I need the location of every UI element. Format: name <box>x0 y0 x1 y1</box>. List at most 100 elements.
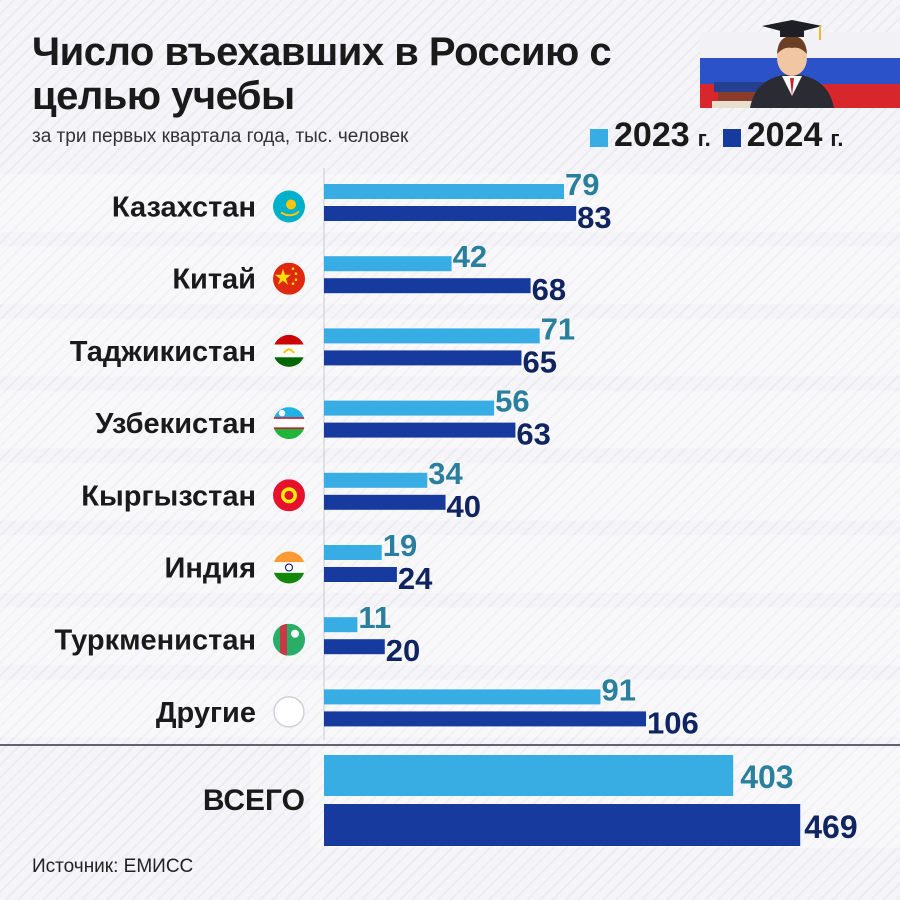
legend-label-2023: 2023 <box>614 116 690 154</box>
category-label-0: Казахстан <box>112 192 256 224</box>
flag-line-top <box>273 417 305 419</box>
category-label-5: Индия <box>164 553 256 585</box>
flag-small-star-2 <box>294 278 298 282</box>
flag-line-bottom <box>273 427 305 429</box>
value-label-2024-4: 40 <box>447 489 481 524</box>
total-label: ВСЕГО <box>203 784 305 817</box>
source-note: Источник: ЕМИСС <box>32 856 194 877</box>
legend-item-2023: 2023 г. <box>590 116 711 155</box>
legend-suffix-2024: г. <box>830 126 844 151</box>
category-label-6: Туркменистан <box>55 625 257 657</box>
india-flag-icon <box>273 551 305 584</box>
value-label-2023-5: 19 <box>383 528 417 563</box>
row-band-3 <box>0 390 900 449</box>
legend-swatch-2023 <box>590 129 608 147</box>
value-label-2023-7: 91 <box>601 672 635 707</box>
bar-2024-2 <box>324 350 522 366</box>
bar-2024-6 <box>324 639 385 655</box>
value-label-2024-3: 63 <box>516 417 550 452</box>
bar-2024-5 <box>324 567 397 582</box>
category-label-3: Узбекистан <box>95 408 256 440</box>
bar-2023-0 <box>324 184 565 199</box>
total-value-2023: 403 <box>740 759 793 795</box>
flag-moon <box>278 409 286 417</box>
title-block: Число въехавших в Россию с целью учебы <box>32 30 652 118</box>
total-bar-2024 <box>324 804 801 846</box>
bar-2024-1 <box>324 278 531 294</box>
flag-body-2 <box>273 334 305 367</box>
flag-field <box>273 262 305 295</box>
total-bar-2023 <box>324 755 734 796</box>
category-label-7: Другие <box>156 697 256 729</box>
flag-empty <box>273 696 305 728</box>
flag-body-6 <box>273 623 305 656</box>
bar-2024-4 <box>324 494 446 510</box>
flag-stripe-white <box>273 344 305 358</box>
value-label-2023-0: 79 <box>565 167 599 202</box>
flag-stripe-green <box>273 427 305 440</box>
flag-body-0 <box>273 190 305 223</box>
row-band-7 <box>0 679 900 738</box>
bar-2023-6 <box>324 617 358 633</box>
value-label-2024-2: 65 <box>522 344 556 379</box>
flag-small-star-1 <box>294 272 298 276</box>
value-label-2024-0: 83 <box>577 200 611 235</box>
value-label-2023-1: 42 <box>453 239 487 274</box>
bar-2023-7 <box>324 689 601 705</box>
flag-stripe-green <box>273 357 305 367</box>
value-label-2023-2: 71 <box>541 311 575 346</box>
flag-sun <box>286 199 296 210</box>
bar-2023-2 <box>324 328 540 344</box>
chart-subtitle: за три первых квартала года, тыс. челове… <box>32 126 409 147</box>
bar-2023-4 <box>324 472 428 488</box>
graduate-illustration-icon <box>700 20 900 108</box>
value-label-2023-3: 56 <box>495 384 529 419</box>
flag-carpet-stripe <box>280 623 287 656</box>
flag-sun-inner <box>284 490 294 500</box>
value-label-2023-6: 11 <box>358 600 391 635</box>
legend-item-2024: 2024 г. <box>722 116 844 155</box>
legend-label-2024: 2024 <box>746 116 823 154</box>
row-band-1 <box>0 246 900 305</box>
bar-2024-0 <box>324 206 577 221</box>
flag-stripe-red <box>273 334 305 345</box>
value-label-2024-1: 68 <box>532 272 566 307</box>
flag-body-5 <box>273 551 305 584</box>
tajikistan-flag-icon <box>273 334 305 367</box>
flag-stripe-saffron <box>273 551 305 563</box>
bar-2023-1 <box>324 256 452 272</box>
flag-body-1 <box>273 262 305 295</box>
flag-body-3 <box>273 407 305 440</box>
category-label-4: Кыргызстан <box>81 480 256 512</box>
flag-eagle <box>280 210 300 217</box>
row-band-0 <box>0 174 900 232</box>
row-band-6 <box>0 607 900 666</box>
flag-field <box>273 623 305 656</box>
row-band-5 <box>0 535 900 593</box>
flag-body-7 <box>273 696 305 728</box>
flag-stripe-green <box>273 572 305 584</box>
legend: 2023 г. 2024 г. <box>590 116 843 155</box>
category-label-2: Таджикистан <box>70 336 256 368</box>
chart-title: Число въехавших в Россию с целью учебы <box>32 30 612 118</box>
bar-2024-3 <box>324 422 516 438</box>
row-band-4 <box>0 462 900 521</box>
bar-2024-7 <box>324 711 647 727</box>
total-value-2024: 469 <box>804 809 857 845</box>
value-label-2024-7: 106 <box>647 705 699 740</box>
value-label-2023-4: 34 <box>428 456 463 491</box>
flag-stripe-white <box>273 418 305 428</box>
flag-moon <box>291 629 299 638</box>
flag-stripe-blue <box>273 407 305 419</box>
uzbekistan-flag-icon <box>273 407 305 440</box>
value-label-2024-6: 20 <box>386 633 420 668</box>
category-label-1: Китай <box>172 264 256 296</box>
bar-2023-5 <box>324 545 382 560</box>
value-label-2024-5: 24 <box>398 561 433 596</box>
flag-star <box>275 268 291 285</box>
turkmenistan-flag-icon <box>273 623 305 656</box>
kazakhstan-flag-icon <box>273 190 305 223</box>
flag-chakra <box>285 563 293 572</box>
row-band-2 <box>0 318 900 377</box>
